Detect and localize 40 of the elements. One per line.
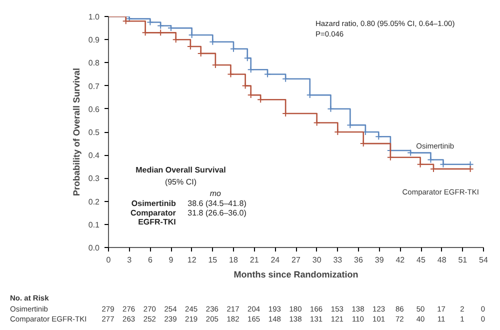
x-tick-label: 0 <box>106 256 112 264</box>
x-tick-label: 39 <box>374 256 384 264</box>
x-tick-label: 45 <box>416 256 426 264</box>
y-tick-label: 0.9 <box>88 36 100 45</box>
x-tick-label: 9 <box>168 256 174 264</box>
y-tick-label: 0.5 <box>88 128 100 137</box>
annotation: Osimertinib <box>131 199 176 208</box>
y-tick-label: 0.1 <box>88 220 100 230</box>
annotation: Comparator <box>130 208 176 218</box>
x-tick-label: 54 <box>479 256 488 264</box>
x-tick-label: 33 <box>333 256 343 264</box>
x-tick-label: 27 <box>292 256 301 264</box>
x-tick-label: 24 <box>270 256 280 264</box>
y-tick-label: 0.0 <box>88 244 100 252</box>
y-tick-label: 0.7 <box>88 82 100 91</box>
x-tick-label: 6 <box>148 256 153 264</box>
x-tick-label: 30 <box>312 256 322 264</box>
x-tick-label: 48 <box>437 256 447 264</box>
y-tick-label: 0.8 <box>88 58 100 68</box>
annotation: (95% CI) <box>164 177 197 186</box>
y-axis-title: Probability of Overall Survival <box>71 68 82 196</box>
x-tick-label: 36 <box>354 256 364 264</box>
annotation: EGFR-TKI <box>138 218 176 227</box>
y-tick-label: 0.6 <box>88 104 100 114</box>
x-tick-label: 15 <box>208 256 218 264</box>
y-tick-label: 1.0 <box>88 12 100 22</box>
y-tick-label: 0.2 <box>88 197 100 206</box>
annotation: 31.8 (26.6–36.0) <box>188 208 247 218</box>
y-tick-label: 0.3 <box>88 174 100 184</box>
x-tick-label: 21 <box>250 256 260 264</box>
x-tick-label: 42 <box>396 256 406 264</box>
x-tick-label: 3 <box>127 256 132 264</box>
x-axis-title: Months since Randomization <box>234 270 358 280</box>
x-tick-label: 18 <box>229 256 238 264</box>
annotation: 38.6 (34.5–41.8) <box>188 199 247 208</box>
x-tick-label: 12 <box>187 256 197 264</box>
annotation: Median Overall Survival <box>136 166 226 175</box>
annotation: mo <box>210 188 222 198</box>
x-tick-label: 51 <box>458 256 468 264</box>
y-tick-label: 0.4 <box>88 151 100 160</box>
